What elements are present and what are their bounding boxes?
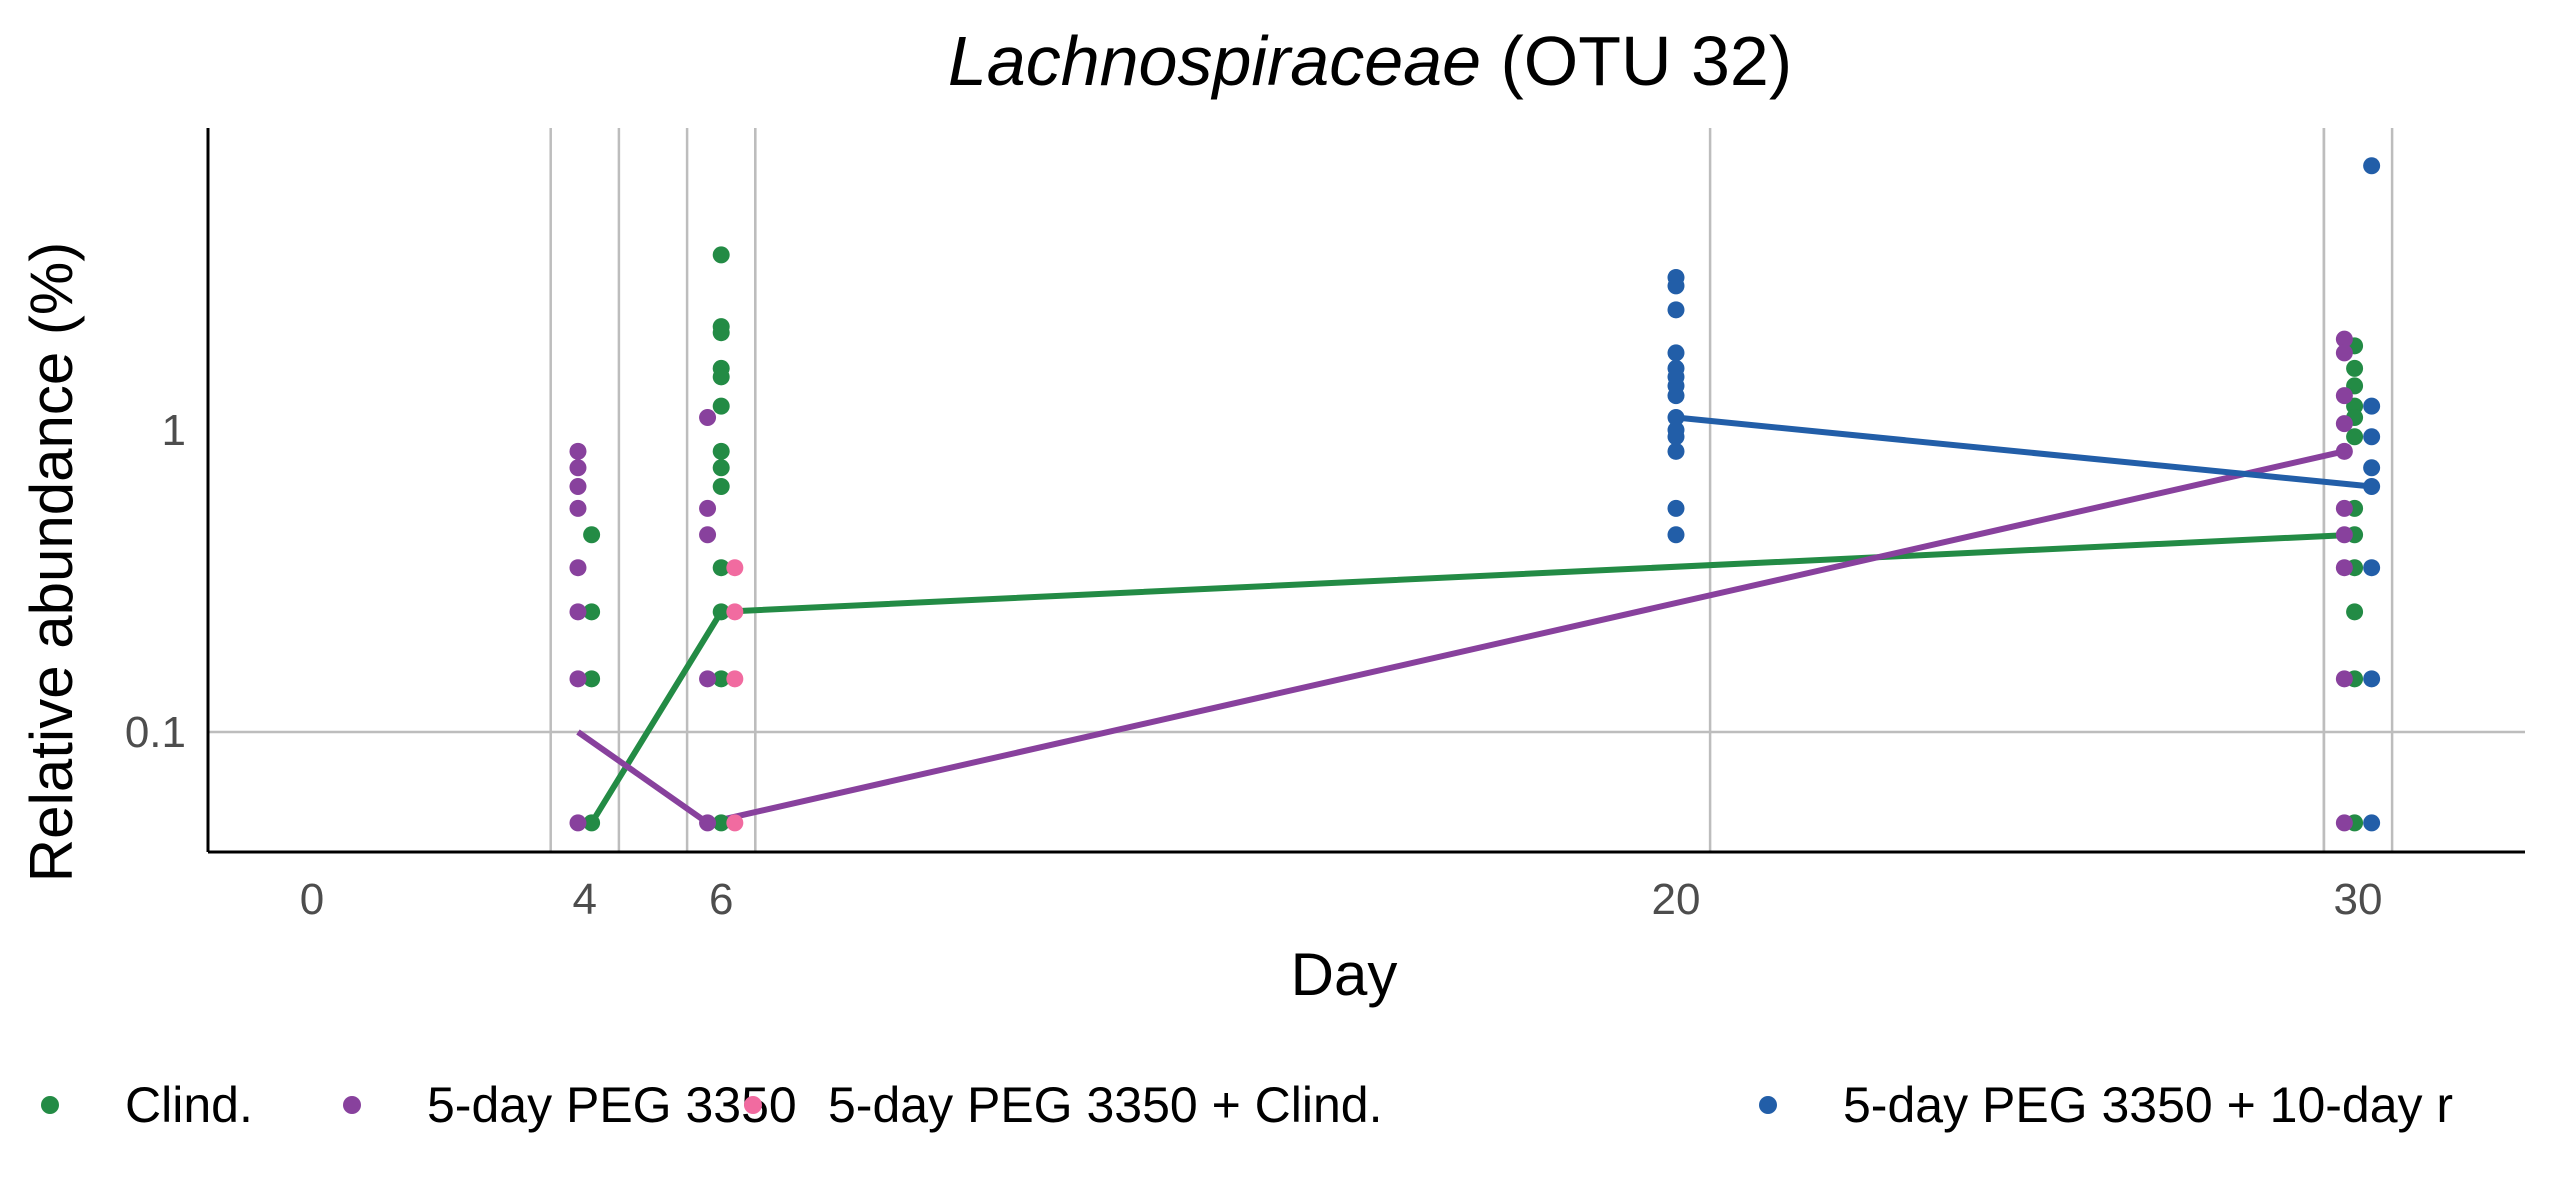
data-point bbox=[2335, 330, 2353, 348]
data-point bbox=[726, 814, 744, 832]
axes bbox=[206, 128, 2525, 854]
data-point bbox=[569, 442, 587, 460]
data-point bbox=[712, 459, 730, 477]
data-point bbox=[726, 559, 744, 577]
data-point bbox=[699, 408, 717, 426]
data-point bbox=[2363, 157, 2381, 175]
data-point bbox=[712, 478, 730, 496]
median-line bbox=[1675, 414, 2372, 490]
data-point bbox=[2335, 344, 2353, 362]
data-point bbox=[2335, 442, 2353, 460]
data-point bbox=[2335, 499, 2353, 517]
data-point bbox=[583, 526, 601, 544]
data-point bbox=[583, 814, 601, 832]
data-point bbox=[569, 603, 587, 621]
data-point bbox=[726, 603, 744, 621]
data-point bbox=[2363, 814, 2381, 832]
data-point bbox=[2363, 459, 2381, 477]
data-point bbox=[712, 559, 730, 577]
data-point bbox=[1667, 301, 1685, 319]
legend-marker bbox=[1759, 1096, 1777, 1114]
data-point bbox=[712, 246, 730, 264]
chart-title-italic: Lachnospiraceae bbox=[948, 22, 1481, 100]
chart-title-rest: (OTU 32) bbox=[1500, 22, 1792, 100]
data-point bbox=[1667, 277, 1685, 295]
x-tick-label: 30 bbox=[2334, 875, 2383, 924]
data-point bbox=[2363, 670, 2381, 688]
data-point bbox=[712, 814, 730, 832]
data-point bbox=[712, 670, 730, 688]
data-point bbox=[712, 397, 730, 415]
data-point bbox=[583, 603, 601, 621]
legend-label: 5-day PEG 3350 + Clind. bbox=[828, 1077, 1383, 1133]
grid bbox=[208, 128, 2525, 852]
data-point bbox=[2363, 478, 2381, 496]
data-point bbox=[2335, 415, 2353, 433]
data-point bbox=[1667, 408, 1685, 426]
data-point bbox=[569, 478, 587, 496]
data-point bbox=[726, 670, 744, 688]
chart-title: Lachnospiraceae (OTU 32) bbox=[948, 22, 1792, 100]
data-point bbox=[1667, 344, 1685, 362]
data-point bbox=[1667, 442, 1685, 460]
median-line bbox=[576, 448, 2346, 826]
data-point bbox=[1667, 387, 1685, 405]
data-point bbox=[712, 324, 730, 342]
data-point bbox=[712, 603, 730, 621]
data-point bbox=[2335, 814, 2353, 832]
data-point bbox=[2335, 559, 2353, 577]
data-point bbox=[583, 670, 601, 688]
data-point bbox=[569, 559, 587, 577]
x-tick-label: 4 bbox=[573, 875, 597, 924]
data-point bbox=[1667, 526, 1685, 544]
data-point bbox=[2335, 526, 2353, 544]
data-point bbox=[699, 499, 717, 517]
x-tick-label: 0 bbox=[300, 875, 324, 924]
data-point bbox=[2363, 428, 2381, 446]
x-tick-label: 6 bbox=[709, 875, 733, 924]
data-points bbox=[569, 157, 2381, 832]
data-point bbox=[2363, 397, 2381, 415]
legend-marker bbox=[41, 1096, 59, 1114]
data-point bbox=[1667, 499, 1685, 517]
x-tick-label: 20 bbox=[1652, 875, 1701, 924]
legend-marker bbox=[343, 1096, 361, 1114]
y-axis-title: Relative abundance (%) bbox=[18, 242, 85, 882]
y-tick-label: 0.1 bbox=[125, 708, 186, 757]
data-point bbox=[569, 814, 587, 832]
data-point bbox=[699, 814, 717, 832]
legend-label: 5-day PEG 3350 bbox=[427, 1077, 797, 1133]
data-point bbox=[569, 499, 587, 517]
data-point bbox=[2346, 428, 2364, 446]
data-point bbox=[699, 526, 717, 544]
data-point bbox=[2363, 559, 2381, 577]
data-point bbox=[569, 459, 587, 477]
data-point bbox=[699, 670, 717, 688]
data-point bbox=[569, 670, 587, 688]
legend-label: 5-day PEG 3350 + 10-day r bbox=[1843, 1077, 2453, 1133]
data-point bbox=[2335, 387, 2353, 405]
legend: Clind. 5-day PEG 3350 5-day PEG 3350 + Cli… bbox=[41, 1077, 2453, 1133]
y-tick-label: 1 bbox=[162, 406, 186, 455]
median-line bbox=[589, 531, 2355, 825]
data-point bbox=[1667, 428, 1685, 446]
data-point bbox=[712, 368, 730, 386]
median-lines bbox=[576, 414, 2372, 826]
legend-marker bbox=[744, 1096, 762, 1114]
data-point bbox=[712, 442, 730, 460]
legend-label: Clind. bbox=[125, 1077, 253, 1133]
data-point bbox=[2346, 603, 2364, 621]
data-point bbox=[2346, 359, 2364, 377]
x-axis-title: Day bbox=[1291, 941, 1398, 1008]
data-point bbox=[2335, 670, 2353, 688]
tick-labels: 0 4 6 20 30 0.1 1 bbox=[125, 406, 2383, 924]
